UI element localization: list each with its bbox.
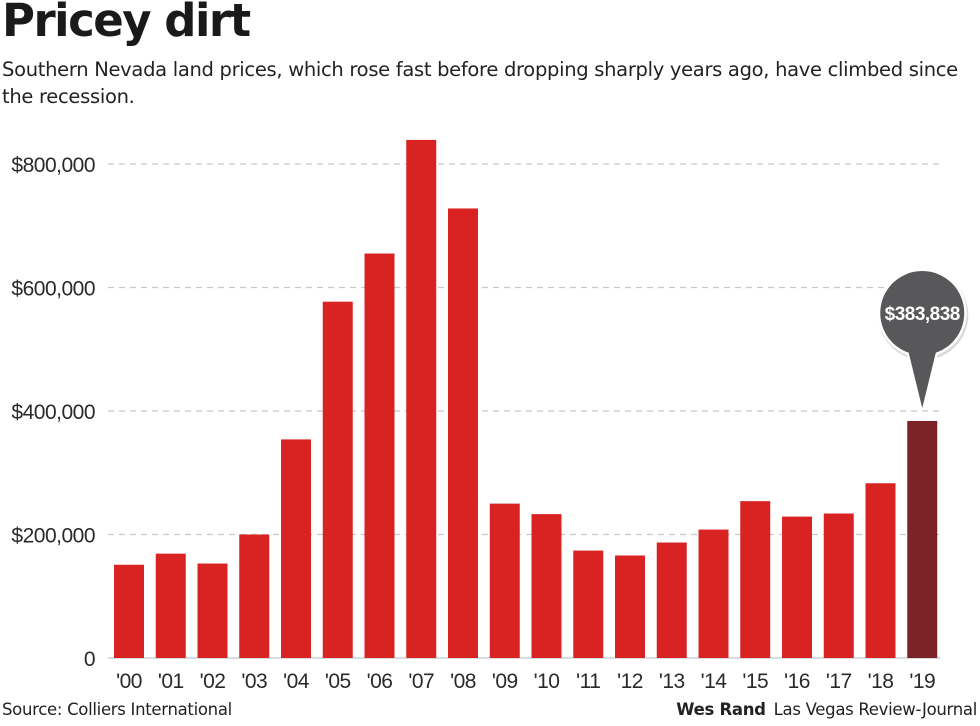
bar-13 xyxy=(656,542,687,658)
bar-11 xyxy=(573,550,604,658)
bar-02 xyxy=(197,563,228,658)
bar-16 xyxy=(782,516,812,658)
x-tick-label: '13 xyxy=(659,670,685,693)
callout-bubble xyxy=(880,271,965,355)
y-tick-label: 0 xyxy=(84,648,95,671)
bar-04 xyxy=(281,439,311,658)
x-tick-label: '06 xyxy=(367,670,393,693)
x-tick-label: '11 xyxy=(576,670,600,693)
gridlines xyxy=(108,163,940,659)
bar-05 xyxy=(322,301,353,658)
x-tick-label: '15 xyxy=(742,670,768,693)
x-tick-label: '05 xyxy=(325,670,351,693)
bar-14 xyxy=(698,529,729,658)
x-tick-label: '04 xyxy=(283,670,310,693)
x-tick-label: '01 xyxy=(158,670,184,693)
y-tick-label: $400,000 xyxy=(11,401,95,424)
x-tick-label: '09 xyxy=(492,670,518,693)
source-note: Source: Colliers International xyxy=(2,700,232,719)
x-tick-label: '00 xyxy=(116,670,142,693)
chart-title: Pricey dirt xyxy=(2,0,251,47)
x-tick-label: '12 xyxy=(617,670,643,693)
y-tick-label: $600,000 xyxy=(11,278,95,301)
x-tick-label: '02 xyxy=(200,670,226,693)
bar-10 xyxy=(531,514,562,658)
bar-15 xyxy=(740,501,771,658)
bar-06 xyxy=(364,253,395,658)
x-tick-label: '16 xyxy=(784,670,810,693)
bar-18 xyxy=(865,483,896,658)
x-tick-label: '07 xyxy=(408,670,434,693)
bar-07 xyxy=(406,139,437,659)
bar-08 xyxy=(448,208,478,658)
y-tick-label: $200,000 xyxy=(11,525,95,548)
bar-03 xyxy=(239,534,270,658)
bar-01 xyxy=(155,553,186,658)
x-tick-label: '19 xyxy=(909,670,935,693)
x-tick-label: '14 xyxy=(701,670,728,693)
y-tick-label: $800,000 xyxy=(11,154,95,177)
chart-subtitle: Southern Nevada land prices, which rose … xyxy=(2,58,958,108)
y-axis-labels: 0 $200,000 $400,000 $600,000 $800,000 xyxy=(11,154,95,671)
bar-17 xyxy=(823,513,854,658)
bar-09 xyxy=(489,503,520,658)
x-tick-label: '08 xyxy=(450,670,476,693)
x-tick-label: '10 xyxy=(534,670,560,693)
bar-12 xyxy=(615,555,645,658)
x-axis-labels: '00 '01 '02 '03 '04 '05 '06 '07 '08 '09 '10 '11 '12 '… xyxy=(116,670,936,693)
credit-line: Wes Rand Las Vegas Review-Journal xyxy=(676,700,977,719)
callout-pointer xyxy=(908,351,937,408)
x-tick-label: '18 xyxy=(868,670,894,693)
callout-value-label: $383,838 xyxy=(885,304,960,325)
publication-name: Las Vegas Review-Journal xyxy=(773,700,978,719)
x-tick-label: '03 xyxy=(241,670,267,693)
author-name: Wes Rand xyxy=(676,700,766,719)
bar-00 xyxy=(114,564,144,658)
bars xyxy=(114,139,938,659)
bar-19 xyxy=(907,420,938,658)
value-callout: $383,838 xyxy=(877,268,969,411)
x-tick-label: '17 xyxy=(826,670,852,693)
